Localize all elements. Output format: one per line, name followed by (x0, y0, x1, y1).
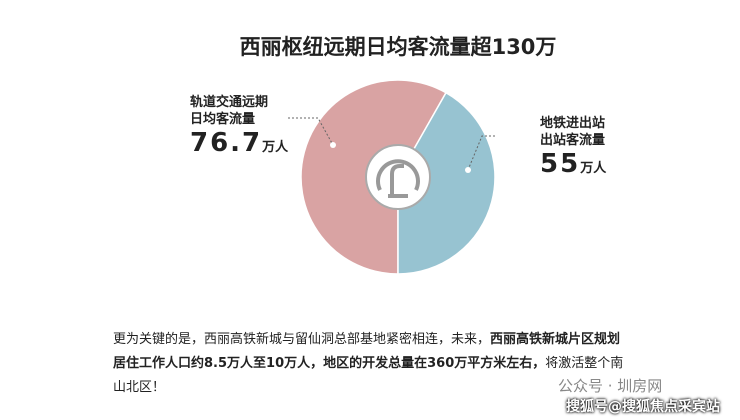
bold-text: 西丽高铁新城片区规划居住工作人口约8.5万人至10万人，地区的开发总量在360万… (113, 332, 621, 371)
leader-dot (330, 142, 336, 148)
value-label: 76.7万人 (190, 128, 288, 158)
center-icon (365, 144, 431, 210)
text: 更为关键的是，西丽高铁新城与留仙洞总部基地紧密相连，未来， (113, 332, 491, 347)
unit: 万人 (580, 161, 607, 176)
leader-dot (465, 167, 471, 173)
category-label: 地铁进出站出站客流量 (540, 116, 606, 148)
leader-line (467, 135, 495, 171)
slice (397, 91, 496, 275)
watermark: 公众号 · 圳房网 (558, 377, 663, 395)
icon-rail (388, 164, 408, 198)
unit: 万人 (262, 140, 289, 155)
text: 将激活整个南山北区！ (113, 356, 624, 395)
value: 55 (540, 149, 581, 179)
slice-label: 地铁进出站出站客流量 55万人 (540, 115, 612, 179)
chart-title: 西丽枢纽远期日均客流量超130万 (240, 35, 557, 59)
category-label: 轨道交通远期日均客流量 (190, 95, 269, 127)
leader-line (288, 117, 334, 146)
value-label: 55万人 (540, 149, 612, 179)
source: 搜狐号@搜狐焦点采宾站 (566, 399, 720, 415)
paragraph: 更为关键的是，西丽高铁新城与留仙洞总部基地紧密相连，未来，西丽高铁新城片区规划居… (113, 328, 625, 400)
slice-label: 轨道交通远期日均客流量 76.7万人 (190, 94, 288, 158)
value: 76.7 (190, 128, 263, 158)
icon-arc (376, 159, 420, 191)
